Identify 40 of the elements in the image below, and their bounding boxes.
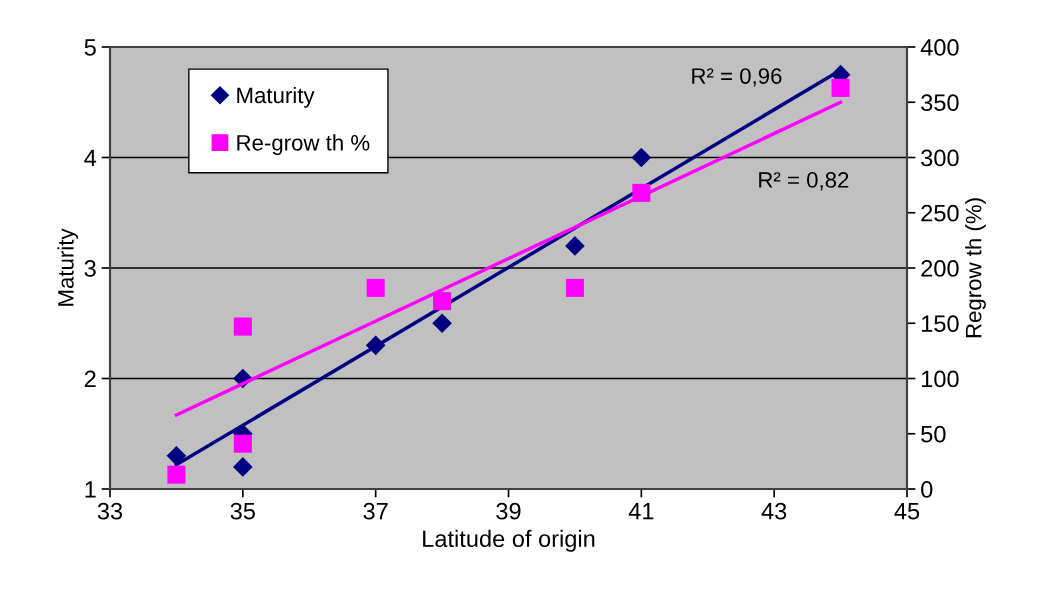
y2-axis-title: Regrow th (%) — [965, 198, 986, 338]
point — [565, 278, 584, 297]
x-tick-label: 43 — [761, 502, 787, 520]
y2-tick-label: 50 — [921, 425, 946, 443]
point — [831, 78, 850, 97]
x-tick-label: 35 — [230, 502, 255, 520]
y-axis-title: Maturity — [57, 228, 79, 306]
y-tick-label: 4 — [84, 149, 97, 167]
y2-tick-label: 100 — [921, 370, 959, 388]
y-tick-label: 1 — [85, 481, 96, 498]
y-tick-label: 2 — [84, 370, 96, 388]
x-tick-label: 33 — [97, 502, 123, 520]
y-tick-label: 3 — [84, 260, 96, 277]
legend-label: Maturity — [237, 86, 315, 108]
y2-tick-label: 0 — [921, 481, 933, 498]
x-tick-label: 45 — [894, 503, 920, 520]
x-tick-label: 41 — [628, 503, 654, 520]
point — [565, 236, 585, 256]
y2-tick-label: 150 — [921, 315, 959, 333]
annotation: R² = 0,96 — [692, 68, 782, 87]
point — [233, 434, 252, 453]
y2-tick-label: 200 — [921, 260, 959, 277]
point — [432, 313, 452, 334]
point — [166, 446, 187, 466]
point — [233, 317, 252, 336]
x-axis-title: Latitude of origin — [423, 529, 595, 552]
y2-tick-label: 400 — [920, 39, 959, 56]
point — [631, 147, 652, 168]
point — [433, 292, 452, 311]
annotation: R² = 0,82 — [759, 172, 849, 191]
y2-tick-label: 250 — [921, 204, 959, 222]
y2-tick-label: 350 — [921, 94, 959, 112]
y-tick-label: 5 — [84, 39, 96, 56]
point — [366, 278, 385, 297]
x-tick-label: 37 — [363, 502, 388, 520]
x-tick-label: 39 — [496, 502, 521, 520]
point — [233, 457, 253, 477]
y2-tick-label: 300 — [921, 149, 959, 167]
point — [167, 465, 186, 484]
legend-label: Re-grow th % — [237, 134, 370, 156]
